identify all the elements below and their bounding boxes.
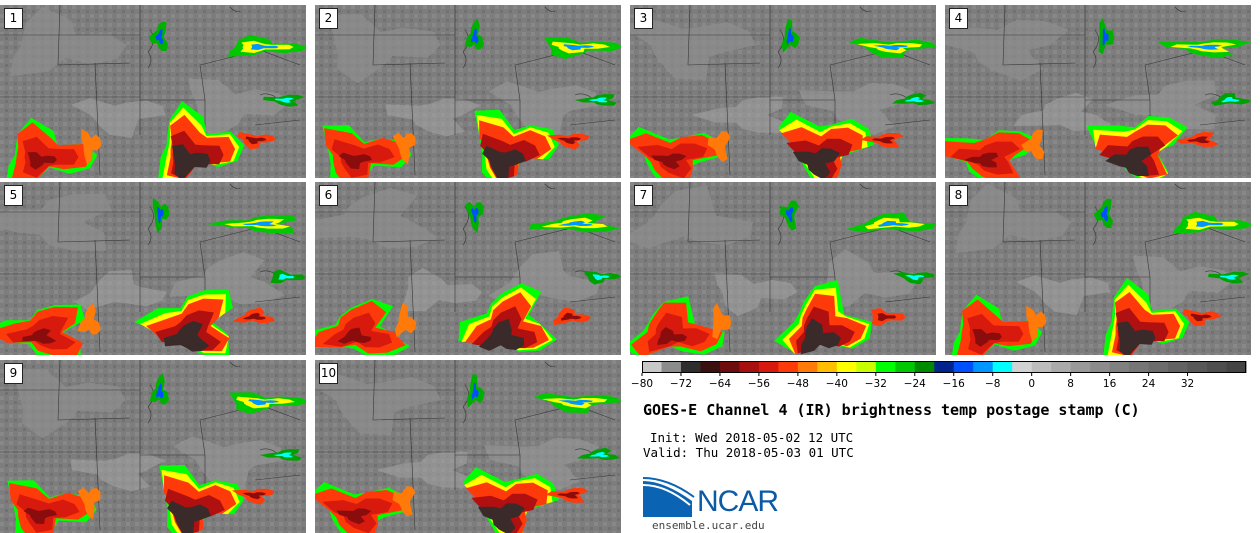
color-scale-tick-label: −16: [943, 378, 965, 390]
color-scale-tick-label: 16: [1103, 378, 1117, 390]
postage-stamp-map-5[interactable]: 5: [0, 182, 306, 355]
color-scale-bin: [973, 361, 994, 373]
color-scale-bin: [1168, 361, 1189, 373]
color-scale-bin: [1226, 361, 1247, 373]
color-scale-bin: [1109, 361, 1130, 373]
ensemble-url[interactable]: ensemble.ucar.edu: [652, 519, 765, 532]
color-scale-bin: [661, 361, 682, 373]
figure-title: GOES-E Channel 4 (IR) brightness temp po…: [643, 401, 1140, 419]
panel-number: 4: [949, 8, 968, 29]
color-scale-tick-label: 8: [1067, 378, 1074, 390]
map-graphic: [630, 182, 936, 355]
color-scale-tick-label: −72: [670, 378, 692, 390]
color-scale-bin: [758, 361, 779, 373]
color-scale-bin: [680, 361, 701, 373]
postage-stamp-map-8[interactable]: 8: [945, 182, 1251, 355]
color-scale-bin: [797, 361, 818, 373]
color-scale-bin: [895, 361, 916, 373]
postage-stamp-map-3[interactable]: 3: [630, 5, 936, 178]
panel-number: 8: [949, 185, 968, 206]
color-scale-bin: [719, 361, 740, 373]
color-scale-tick-label: −24: [904, 378, 926, 390]
color-scale-bin: [1129, 361, 1150, 373]
color-scale-tick-label: −32: [865, 378, 887, 390]
color-scale-tick-label: 24: [1142, 378, 1156, 390]
valid-time: Valid: Thu 2018-05-03 01 UTC: [643, 445, 854, 460]
color-scale-bin: [953, 361, 974, 373]
color-scale-tick-label: −56: [748, 378, 770, 390]
color-scale-bin: [1012, 361, 1033, 373]
color-scale-bin: [934, 361, 955, 373]
color-scale-bin: [778, 361, 799, 373]
color-scale-graphic: −80 −72 −64 −56 −48 −40 −32 −24 −16 −8 0 8 16 24 32: [631, 361, 1247, 390]
color-scale-bin: [856, 361, 877, 373]
panel-number: 10: [319, 363, 338, 384]
panel-number: 6: [319, 185, 338, 206]
color-scale-bin: [992, 361, 1013, 373]
map-graphic: [0, 5, 306, 178]
color-scale-bin: [1148, 361, 1169, 373]
map-graphic: [315, 5, 621, 178]
boundary-lines: [315, 5, 616, 176]
color-scale-bin: [1031, 361, 1052, 373]
panel-number: 5: [4, 185, 23, 206]
color-scale-bar: −80 −72 −64 −56 −48 −40 −32 −24 −16 −8 0 8 16 24 32: [631, 361, 1248, 390]
postage-stamp-map-2[interactable]: 2: [315, 5, 621, 178]
map-graphic: [945, 5, 1251, 178]
panel-number: 9: [4, 363, 23, 384]
ncar-logo-icon[interactable]: [642, 477, 802, 519]
color-scale-bin: [1051, 361, 1072, 373]
color-scale-bin: [642, 361, 662, 373]
postage-stamp-map-9[interactable]: 9: [0, 360, 306, 533]
color-scale-bin: [875, 361, 896, 373]
color-scale-bin: [700, 361, 721, 373]
color-scale-tick-label: −80: [631, 378, 653, 390]
map-graphic: [0, 182, 306, 355]
postage-stamp-map-10[interactable]: 10: [315, 360, 621, 533]
color-scale-border: [642, 361, 1246, 373]
color-scale-tick-label: −64: [709, 378, 731, 390]
panel-number: 1: [4, 8, 23, 29]
map-graphic: [0, 360, 306, 533]
init-time: Init: Wed 2018-05-02 12 UTC: [650, 430, 854, 445]
postage-stamp-map-7[interactable]: 7: [630, 182, 936, 355]
color-scale-tick-label: 0: [1028, 378, 1035, 390]
color-scale-tick-label: −48: [787, 378, 809, 390]
map-graphic: [945, 182, 1251, 355]
panel-number: 2: [319, 8, 338, 29]
map-graphic: [630, 5, 936, 178]
postage-stamp-map-1[interactable]: 1: [0, 5, 306, 178]
panel-number: 7: [634, 185, 653, 206]
color-scale-bin: [1207, 361, 1228, 373]
color-scale-bin: [817, 361, 838, 373]
color-scale-tick-label: 32: [1181, 378, 1194, 390]
color-scale-bin: [1090, 361, 1111, 373]
color-scale-bin: [739, 361, 760, 373]
ncar-logo-text: NCAR: [697, 485, 779, 518]
postage-stamp-map-4[interactable]: 4: [945, 5, 1251, 178]
color-scale-bin: [1187, 361, 1208, 373]
color-scale-tick-label: −40: [826, 378, 848, 390]
panel-number: 3: [634, 8, 653, 29]
color-scale-bin: [836, 361, 857, 373]
map-graphic: [315, 360, 621, 533]
postage-stamp-map-6[interactable]: 6: [315, 182, 621, 355]
color-scale-bin: [914, 361, 935, 373]
color-scale-bin: [1070, 361, 1091, 373]
map-graphic: [315, 182, 621, 355]
color-scale-tick-label: −8: [985, 378, 1000, 390]
